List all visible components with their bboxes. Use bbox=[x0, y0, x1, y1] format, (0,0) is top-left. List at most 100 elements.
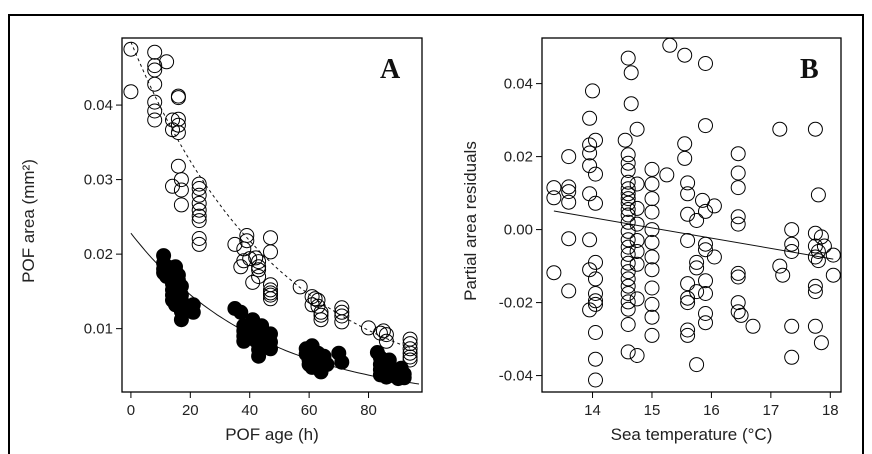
open-point-b bbox=[546, 190, 562, 206]
open-point-b bbox=[730, 216, 746, 232]
open-point-b bbox=[807, 121, 823, 137]
panel-label-b: B bbox=[800, 54, 819, 85]
open-point-a bbox=[378, 333, 394, 349]
open-point-a bbox=[251, 262, 267, 278]
open-point-b bbox=[629, 200, 645, 216]
open-point-a bbox=[378, 327, 394, 343]
open-point-b bbox=[620, 174, 636, 190]
open-point-b bbox=[698, 306, 713, 321]
open-point-b bbox=[644, 204, 660, 220]
open-point-b bbox=[644, 191, 660, 207]
open-point-b bbox=[698, 273, 713, 289]
open-point-b bbox=[629, 216, 645, 232]
open-point-b bbox=[588, 254, 603, 270]
figure-frame bbox=[8, 14, 864, 454]
open-point-b bbox=[582, 137, 598, 153]
open-point-b bbox=[706, 249, 722, 265]
filled-point-a bbox=[185, 304, 201, 320]
open-point-b bbox=[620, 202, 636, 217]
open-point-a bbox=[334, 308, 350, 324]
x-tick-label-a: 60 bbox=[301, 402, 318, 419]
panel-label-a: A bbox=[380, 54, 401, 85]
open-point-a bbox=[159, 54, 175, 70]
open-point-b bbox=[582, 110, 598, 126]
open-point-b bbox=[582, 302, 598, 318]
open-point-b bbox=[784, 244, 800, 259]
open-point-a bbox=[402, 349, 418, 365]
open-point-a bbox=[375, 323, 391, 339]
y-tick-label-b: 0.04 bbox=[504, 76, 533, 93]
open-point-b bbox=[706, 198, 722, 214]
open-point-b bbox=[680, 206, 696, 222]
open-point-b bbox=[825, 247, 841, 263]
open-point-a bbox=[307, 291, 323, 307]
open-point-a bbox=[334, 304, 350, 320]
open-point-b bbox=[620, 294, 636, 310]
open-point-b bbox=[733, 307, 749, 323]
open-point-b bbox=[644, 234, 660, 250]
open-point-b bbox=[698, 118, 713, 134]
open-point-b bbox=[623, 96, 639, 112]
open-point-b bbox=[588, 296, 603, 312]
open-point-b bbox=[546, 265, 562, 281]
open-point-b bbox=[588, 195, 603, 211]
open-point-a bbox=[263, 282, 278, 298]
y-tick-label-a: 0.04 bbox=[84, 97, 113, 114]
open-point-b bbox=[629, 176, 645, 192]
open-point-b bbox=[689, 284, 705, 300]
open-point-b bbox=[629, 291, 645, 307]
open-point-b bbox=[730, 180, 746, 196]
open-point-b bbox=[644, 249, 660, 265]
open-point-b bbox=[620, 301, 636, 317]
open-point-b bbox=[620, 181, 636, 197]
open-point-b bbox=[698, 315, 713, 331]
open-point-b bbox=[588, 271, 603, 287]
y-tick-label-a: 0.01 bbox=[84, 321, 113, 338]
open-point-a bbox=[227, 236, 243, 252]
open-point-b bbox=[620, 344, 636, 360]
open-point-b bbox=[620, 255, 636, 271]
open-point-b bbox=[659, 167, 675, 183]
y-tick-label-b: 0.02 bbox=[504, 149, 533, 166]
open-point-b bbox=[644, 161, 660, 177]
open-point-a bbox=[173, 172, 189, 188]
open-point-b bbox=[588, 166, 603, 182]
open-point-b bbox=[784, 222, 800, 238]
open-point-a bbox=[251, 269, 267, 284]
x-tick-label-b: 16 bbox=[703, 402, 720, 419]
open-point-a bbox=[292, 279, 308, 295]
y-tick-label-b: -0.04 bbox=[499, 368, 533, 385]
open-point-a bbox=[170, 90, 186, 106]
open-point-b bbox=[807, 278, 823, 294]
filled-point-a bbox=[334, 354, 350, 370]
open-point-b bbox=[620, 191, 636, 207]
open-point-a bbox=[123, 84, 139, 100]
open-point-a bbox=[313, 312, 329, 328]
filled-point-a bbox=[396, 370, 412, 386]
open-point-b bbox=[698, 236, 713, 252]
open-point-a bbox=[123, 41, 139, 57]
open-point-b bbox=[698, 56, 713, 71]
open-point-b bbox=[644, 327, 660, 343]
open-point-b bbox=[730, 146, 746, 162]
open-point-b bbox=[620, 147, 636, 163]
open-point-b bbox=[644, 262, 660, 278]
open-point-a bbox=[165, 178, 180, 194]
open-point-a bbox=[248, 250, 264, 266]
x-axis-label-b: Sea temperature (°C) bbox=[611, 425, 773, 444]
open-point-a bbox=[191, 181, 207, 196]
x-tick-label-b: 15 bbox=[644, 402, 661, 419]
x-tick-label-b: 14 bbox=[584, 402, 601, 419]
open-point-b bbox=[620, 50, 636, 66]
open-point-b bbox=[784, 236, 800, 252]
open-point-b bbox=[825, 267, 841, 283]
x-tick-label-a: 40 bbox=[241, 402, 258, 419]
open-point-b bbox=[810, 253, 826, 269]
fit-line-solid-b bbox=[553, 210, 834, 260]
open-point-a bbox=[170, 88, 186, 104]
open-point-a bbox=[402, 345, 418, 361]
open-point-a bbox=[147, 58, 163, 74]
open-point-b bbox=[620, 155, 636, 171]
open-point-b bbox=[772, 258, 788, 274]
